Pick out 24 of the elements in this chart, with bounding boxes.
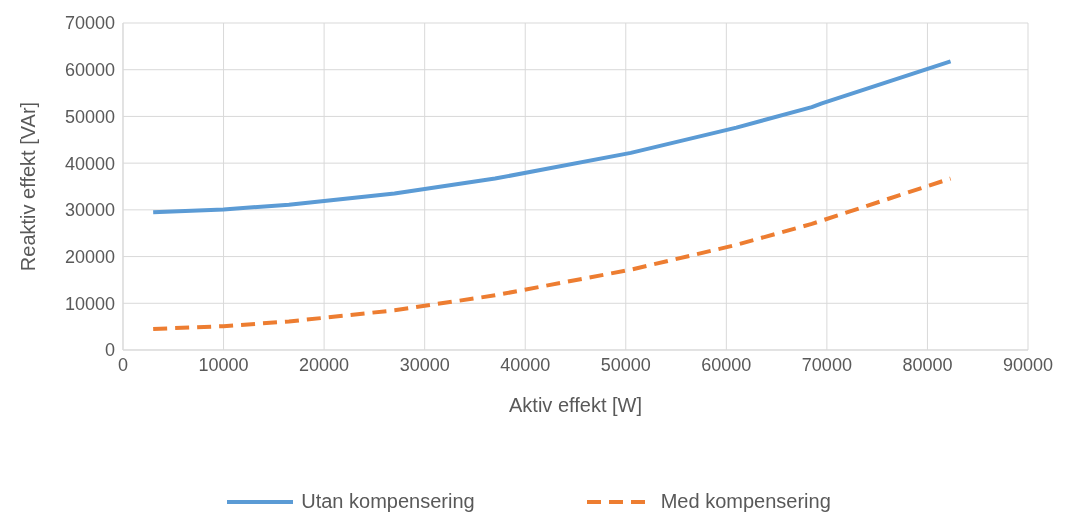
y-tick-label: 40000 bbox=[64, 153, 115, 174]
x-tick-label: 50000 bbox=[600, 354, 651, 375]
y-tick-label: 50000 bbox=[64, 106, 115, 127]
legend-label: Utan kompensering bbox=[300, 490, 475, 513]
y-tick-label: 0 bbox=[104, 340, 115, 361]
x-tick-label: 40000 bbox=[500, 354, 551, 375]
line-series bbox=[151, 59, 953, 215]
y-axis-title: Reaktiv effekt [VAr] bbox=[17, 101, 40, 272]
x-axis-title: Aktiv effekt [W] bbox=[509, 394, 642, 416]
line-series bbox=[151, 176, 953, 331]
y-tick-label: 70000 bbox=[64, 13, 115, 34]
y-tick-label: 20000 bbox=[64, 246, 115, 267]
legend-label: Med kompensering bbox=[659, 490, 831, 513]
x-tick-label: 90000 bbox=[1002, 354, 1054, 375]
x-tick-label: 80000 bbox=[902, 354, 953, 375]
y-tick-label: 10000 bbox=[64, 293, 115, 314]
x-tick-label: 20000 bbox=[299, 354, 350, 375]
y-tick-label: 30000 bbox=[64, 200, 115, 221]
x-tick-label: 30000 bbox=[399, 354, 450, 375]
y-tick-label: 60000 bbox=[64, 60, 115, 81]
x-tick-label: 70000 bbox=[801, 354, 852, 375]
x-tick-label: 0 bbox=[117, 354, 129, 375]
x-tick-label: 10000 bbox=[198, 354, 249, 375]
x-tick-label: 60000 bbox=[701, 354, 752, 375]
